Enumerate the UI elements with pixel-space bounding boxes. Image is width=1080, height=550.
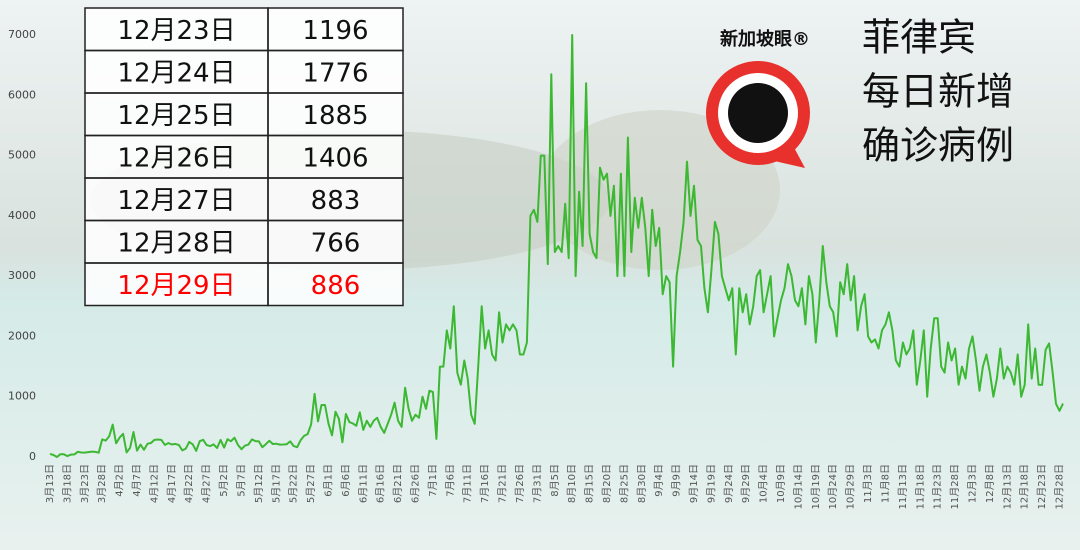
y-tick-label: 2000 — [8, 329, 36, 342]
x-tick-label: 10月19日 — [810, 464, 822, 509]
table-count: 886 — [311, 271, 361, 301]
y-tick-label: 4000 — [8, 209, 36, 222]
table-date: 12月29日 — [117, 271, 235, 301]
data-table: 12月23日 1196 12月24日 1776 12月25日 1885 12月26日 1406… — [84, 7, 404, 307]
x-tick-label: 7月1日 — [427, 464, 439, 497]
table-count: 1776 — [302, 58, 368, 88]
x-tick-label: 5月27日 — [305, 464, 317, 503]
x-tick-label: 4月17日 — [166, 464, 178, 503]
y-tick-label: 7000 — [8, 28, 36, 41]
table-bg — [85, 8, 403, 306]
data-line — [49, 34, 1064, 458]
x-tick-label: 3月18日 — [61, 464, 73, 503]
x-tick-label: 6月6日 — [340, 464, 352, 497]
x-tick-label: 11月18日 — [914, 464, 926, 509]
x-tick-label: 12月3日 — [966, 464, 978, 503]
x-tick-label: 5月22日 — [288, 464, 300, 503]
x-tick-label: 7月6日 — [444, 464, 456, 497]
background-rock — [540, 110, 780, 270]
x-tick-label: 5月7日 — [235, 464, 247, 497]
y-tick-label: 3000 — [8, 269, 36, 282]
x-tick-label: 10月9日 — [775, 464, 787, 503]
x-tick-label: 9月4日 — [653, 464, 665, 497]
x-tick-label: 9月29日 — [740, 464, 752, 503]
x-tick-label: 3月13日 — [44, 464, 56, 503]
table-date: 12月26日 — [117, 143, 235, 173]
y-tick-label: 1000 — [8, 390, 36, 403]
table-date: 12月23日 — [117, 16, 235, 46]
x-tick-label: 5月17日 — [270, 464, 282, 503]
x-tick-label: 11月23日 — [932, 464, 944, 509]
x-tick-label: 11月13日 — [897, 464, 909, 509]
x-tick-label: 6月11日 — [357, 464, 369, 503]
table-cell — [267, 262, 404, 307]
chart-title: 菲律宾 — [862, 16, 976, 60]
x-tick-label: 3月28日 — [96, 464, 108, 503]
x-tick-label: 9月24日 — [723, 464, 735, 503]
x-tick-label: 12月13日 — [1001, 464, 1013, 509]
x-tick-label: 12月23日 — [1036, 464, 1048, 509]
x-tick-label: 7月11日 — [462, 464, 474, 503]
x-tick-label: 6月1日 — [322, 464, 334, 497]
x-tick-label: 12月8日 — [984, 464, 996, 503]
logo-tail — [770, 140, 805, 168]
y-tick-label: 6000 — [8, 88, 36, 101]
chart-title: 每日新增 — [862, 70, 1014, 114]
x-tick-label: 11月3日 — [862, 464, 874, 503]
x-tick-label: 4月2日 — [114, 464, 126, 497]
table-count: 883 — [311, 186, 361, 216]
x-tick-label: 9月19日 — [705, 464, 717, 503]
x-tick-label: 8月10日 — [566, 464, 578, 503]
x-tick-label: 8月5日 — [549, 464, 561, 497]
x-tick-label: 7月31日 — [531, 464, 543, 503]
table-date: 12月28日 — [117, 228, 235, 258]
table-date: 12月25日 — [117, 101, 235, 131]
x-tick-label: 7月26日 — [514, 464, 526, 503]
logo-text: 新加坡眼® — [720, 28, 810, 50]
x-tick-label: 8月30日 — [636, 464, 648, 503]
table-date: 12月24日 — [117, 58, 235, 88]
table-date: 12月27日 — [117, 186, 235, 216]
y-tick-label: 5000 — [8, 149, 36, 162]
x-tick-label: 10月14日 — [792, 464, 804, 509]
x-tick-label: 8月15日 — [584, 464, 596, 503]
x-tick-label: 10月29日 — [845, 464, 857, 509]
x-tick-label: 4月27日 — [201, 464, 213, 503]
x-tick-label: 9月9日 — [671, 464, 683, 497]
table-count: 766 — [311, 228, 361, 258]
x-tick-label: 7月16日 — [479, 464, 491, 503]
table-count: 1885 — [302, 101, 368, 131]
x-tick-label: 5月2日 — [218, 464, 230, 497]
chart-title: 确诊病例 — [862, 124, 1014, 168]
x-tick-label: 11月8日 — [879, 464, 891, 503]
x-tick-label: 6月21日 — [392, 464, 404, 503]
x-tick-label: 8月25日 — [618, 464, 630, 503]
x-tick-label: 6月16日 — [375, 464, 387, 503]
x-tick-label: 8月20日 — [601, 464, 613, 503]
x-tick-label: 10月24日 — [827, 464, 839, 509]
x-tick-label: 12月18日 — [1019, 464, 1031, 509]
x-tick-label: 4月12日 — [148, 464, 160, 503]
x-tick-label: 6月26日 — [410, 464, 422, 503]
y-tick-label: 0 — [29, 450, 36, 463]
x-tick-label: 7月21日 — [497, 464, 509, 503]
x-tick-label: 3月23日 — [79, 464, 91, 503]
x-tick-label: 4月22日 — [183, 464, 195, 503]
x-tick-label: 4月7日 — [131, 464, 143, 497]
x-tick-label: 12月28日 — [1054, 464, 1066, 509]
x-tick-label: 9月14日 — [688, 464, 700, 503]
table-count: 1196 — [302, 16, 368, 46]
x-tick-label: 10月4日 — [758, 464, 770, 503]
logo-eye — [728, 83, 788, 143]
table-count: 1406 — [302, 143, 368, 173]
x-tick-label: 11月28日 — [949, 464, 961, 509]
x-tick-label: 5月12日 — [253, 464, 265, 503]
